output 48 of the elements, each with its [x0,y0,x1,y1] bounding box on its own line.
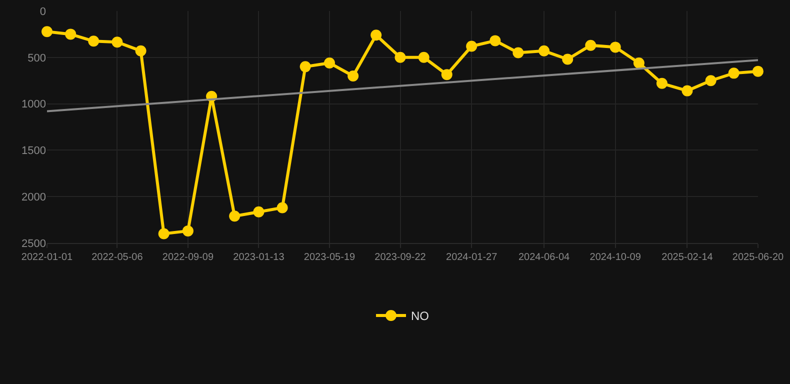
x-tick-label: 2024-01-27 [446,252,498,263]
point [752,66,764,77]
point [276,202,288,214]
point [229,210,240,222]
y-tick-label: 2500 [22,238,46,250]
point [490,35,501,46]
x-tick-label: 2025-02-14 [662,252,714,263]
x-tick-label: 2022-05-06 [92,252,144,263]
point [633,57,644,68]
y-tick-label: 2000 [22,191,46,204]
y-tick-label: 1000 [22,98,46,111]
y-tick-label: 1500 [22,145,46,158]
point [418,52,430,63]
point [88,36,100,47]
x-tick-label: 2022-01-01 [21,252,74,263]
point [348,70,359,82]
point [112,36,123,48]
x-tick-label: 2023-01-13 [233,252,285,263]
point [394,52,406,63]
point [158,228,170,240]
x-tick-label: 2023-09-22 [374,252,426,263]
x-tick-label: 2023-05-19 [304,252,356,263]
point [610,42,621,53]
point [562,54,574,65]
point [466,40,478,52]
point [728,68,740,79]
point [182,225,194,236]
point [300,61,311,72]
point [705,75,716,86]
y-tick-label: 500 [28,52,46,64]
y-tick-label: 0 [40,6,46,18]
x-tick-label: 2025-06-20 [732,252,784,263]
point [253,206,264,218]
point [512,47,524,58]
point [135,45,146,56]
legend-label: NO [411,309,429,324]
point [324,57,335,68]
x-tick-label: 2024-06-04 [518,252,570,263]
x-tick-label: 2022-09-09 [162,252,214,263]
point [42,26,52,38]
point [585,40,596,51]
point [538,45,550,56]
x-tick-label: 2024-10-09 [590,252,642,263]
point [65,28,76,40]
point [656,78,668,89]
point [682,85,693,96]
point [441,69,452,80]
point [370,30,382,41]
